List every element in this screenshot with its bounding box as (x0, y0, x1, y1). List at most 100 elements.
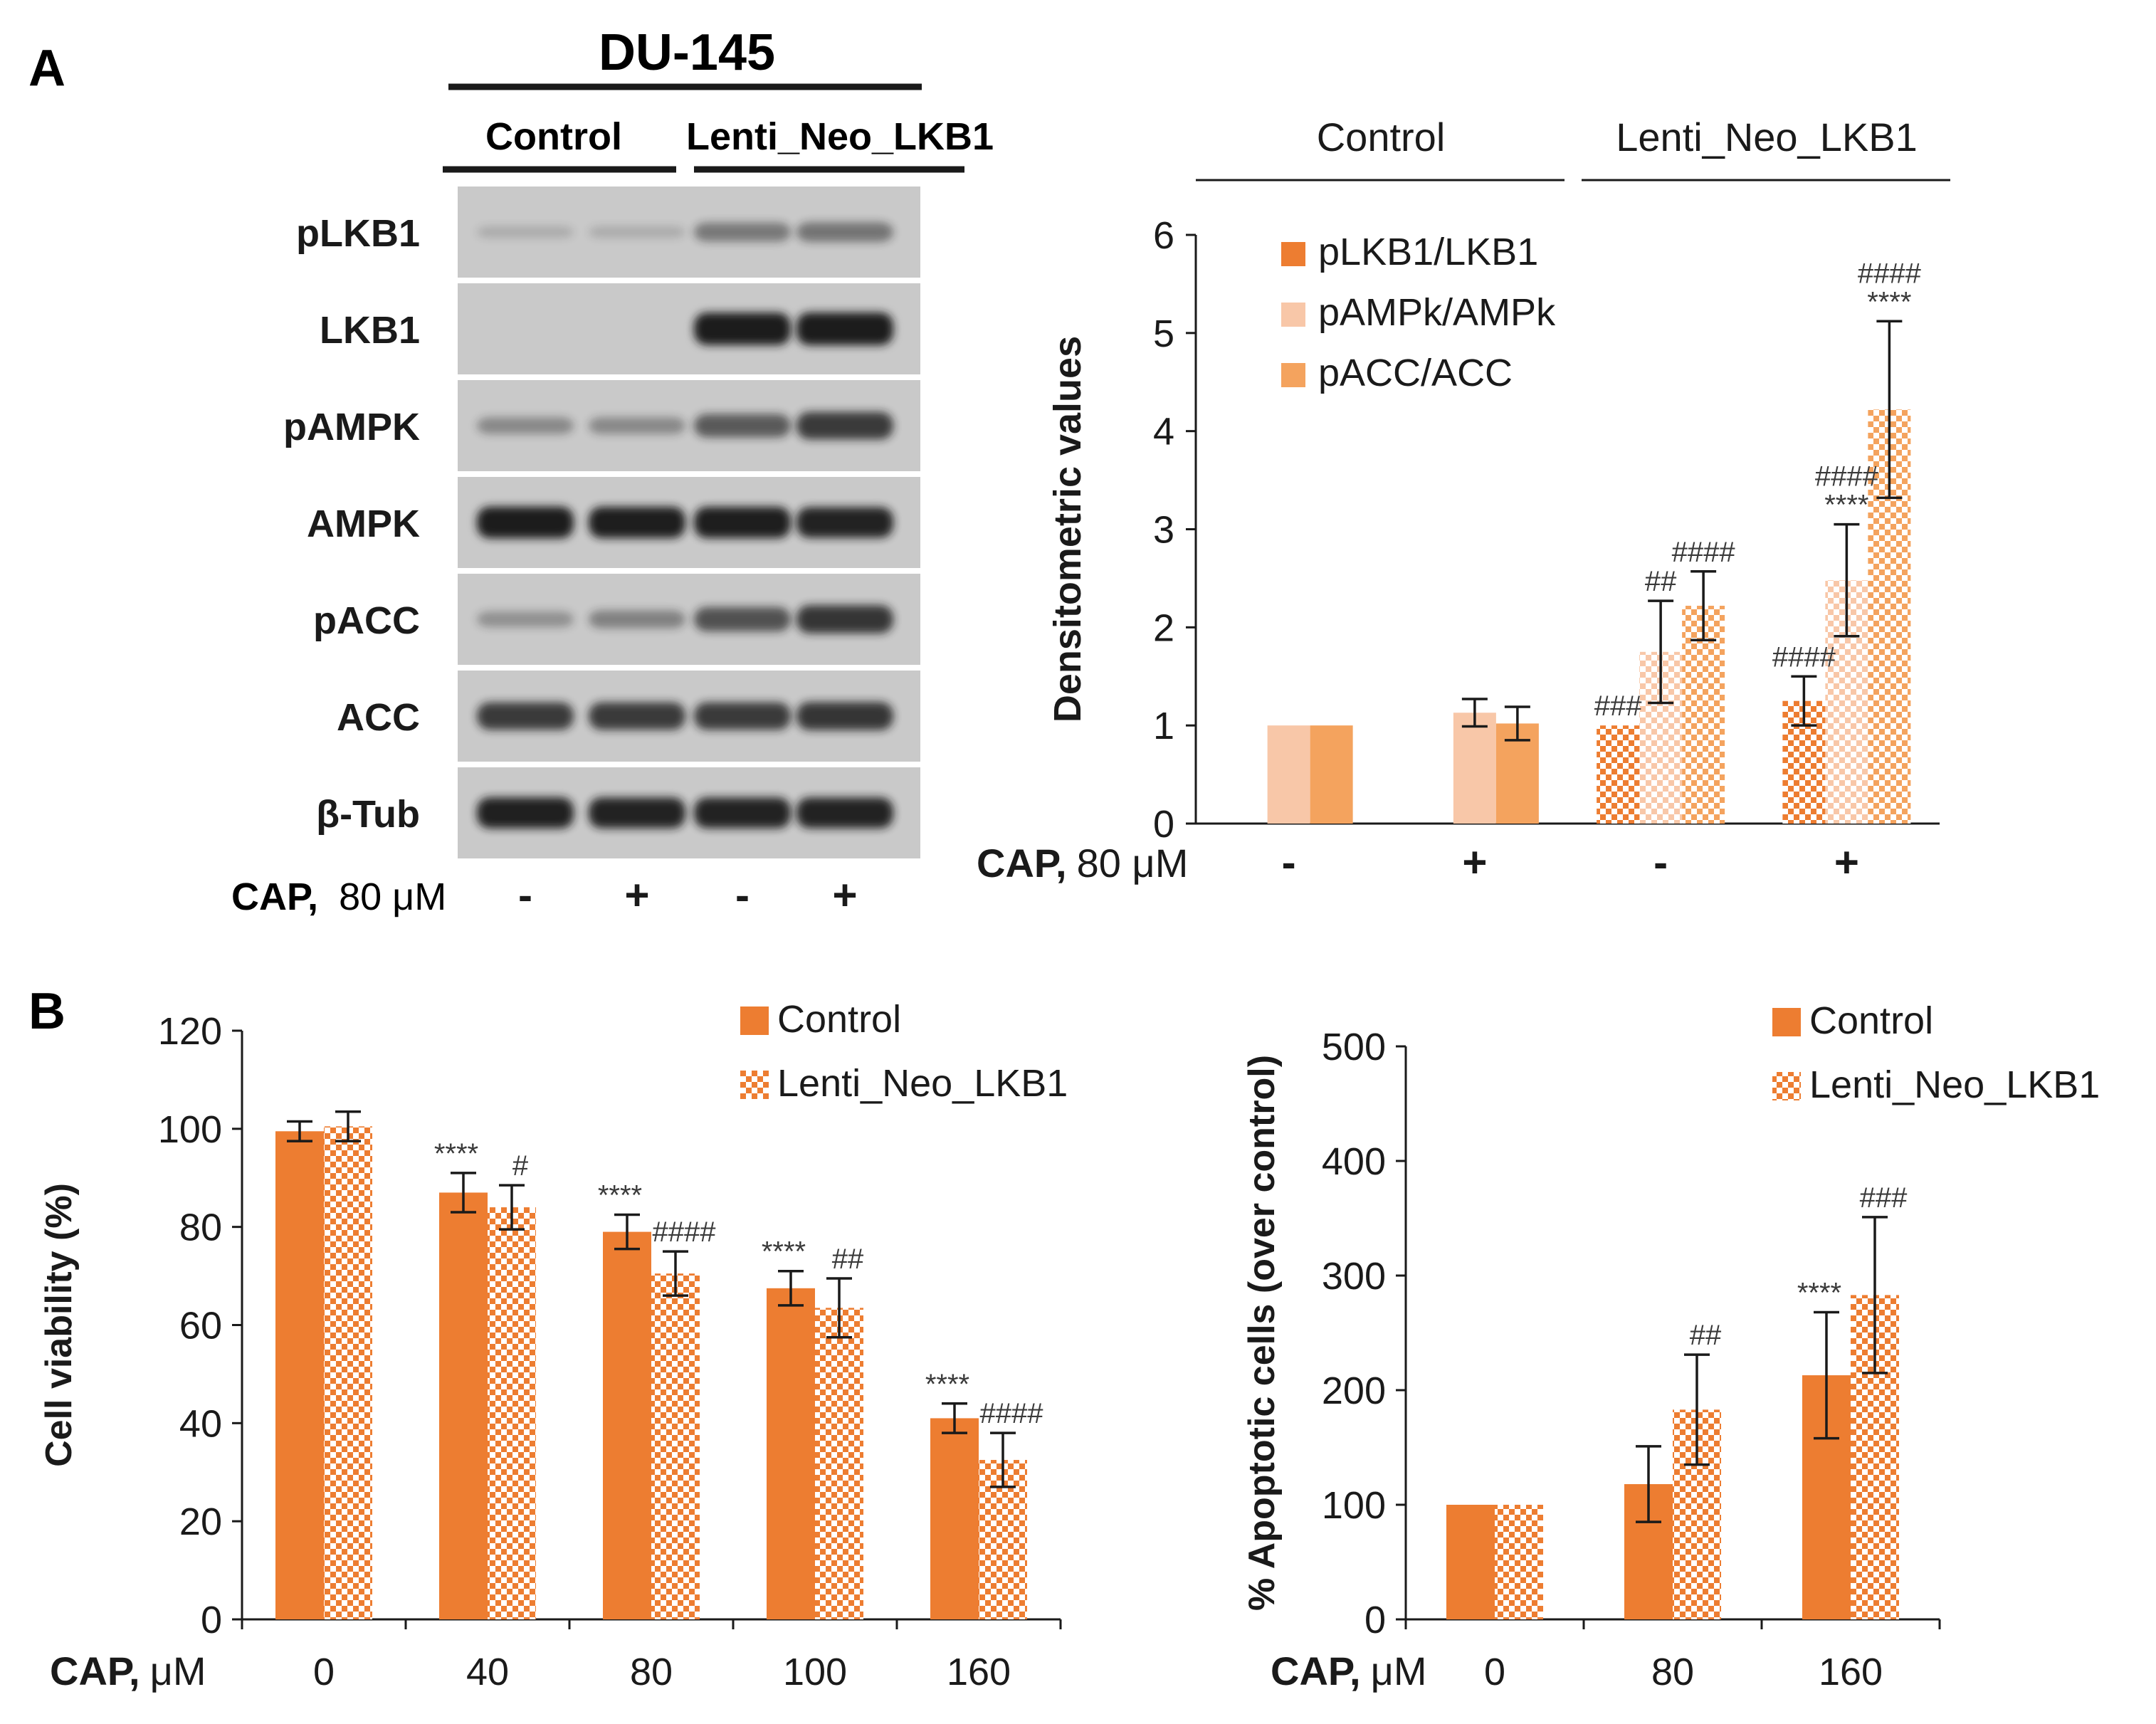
blot-group-lenti: Lenti_Neo_LKB1 (686, 115, 994, 158)
western-blot: pLKB1 LKB1 pAMPK AMPK pACC ACC β-Tub (283, 186, 920, 858)
viability-bar-0-1 (439, 1192, 488, 1619)
blot-lane-sign-1: + (624, 871, 649, 919)
viability-bar-0-4 (930, 1418, 979, 1619)
blot-band-3-0 (477, 506, 574, 539)
dens-annot-5-1: **** (1867, 286, 1911, 317)
viability-bar-0-0 (275, 1131, 324, 1619)
dens-annot-4-0: #### (1815, 461, 1879, 493)
viability-ytick-label-3: 60 (179, 1305, 222, 1347)
viability-cat-3: 100 (783, 1651, 847, 1693)
apoptosis-bar-1-0 (1495, 1505, 1543, 1619)
apoptosis-ylabel: % Apoptotic cells (over control) (1241, 1055, 1283, 1611)
blot-row-label-1: LKB1 (320, 309, 420, 352)
apoptosis-ytick-label-4: 400 (1322, 1140, 1386, 1183)
blot-row-label-2: pAMPK (283, 406, 420, 448)
dens-annot-0-0: ### (1594, 690, 1642, 722)
panel-b-label: B (28, 983, 65, 1040)
blot-band-0-3 (796, 222, 893, 242)
blot-band-6-2 (694, 797, 791, 829)
blot-band-2-0 (477, 417, 574, 434)
apoptosis-legend-swatch-1 (1772, 1072, 1801, 1100)
dens-ytick-label-6: 6 (1153, 214, 1174, 257)
blot-band-2-3 (796, 411, 893, 440)
viability-legend-label-1: Lenti_Neo_LKB1 (777, 1062, 1068, 1105)
viability-ylabel: Cell viability (%) (38, 1183, 80, 1467)
blot-band-5-2 (694, 702, 791, 730)
viability-annot-3: #### (653, 1216, 717, 1248)
apoptosis-ytick-label-3: 300 (1322, 1255, 1386, 1298)
dens-ylabel: Densitometric values (1046, 336, 1089, 722)
panel-a-label: A (28, 40, 65, 97)
blot-band-4-3 (796, 605, 893, 634)
viability-ytick-label-4: 80 (179, 1207, 222, 1249)
blot-row-label-0: pLKB1 (296, 212, 420, 255)
dens-annot-4-1: **** (1824, 490, 1868, 521)
blot-band-5-0 (477, 702, 574, 730)
dens-annot-5-0: #### (1858, 258, 1922, 289)
blot-cap-bold: CAP, (231, 876, 318, 918)
dens-cap-dose: 80 μM (1077, 841, 1189, 885)
dens-annot-1-0: ## (1645, 566, 1677, 597)
blot-band-4-0 (477, 611, 574, 627)
viability-annot-1: # (512, 1150, 529, 1182)
viability-annot-0: **** (434, 1138, 478, 1170)
blot-lane-sign-3: + (832, 871, 857, 919)
apoptosis-legend-label-0: Control (1809, 999, 1933, 1042)
blot-band-5-1 (589, 702, 685, 730)
dens-bar-2-0 (1310, 725, 1353, 824)
viability-legend-swatch-1 (740, 1071, 769, 1099)
dens-bar-1-0 (1267, 725, 1310, 824)
apoptosis-annot-1: **** (1797, 1278, 1841, 1309)
blot-band-2-2 (694, 414, 791, 438)
viability-cat-1: 40 (466, 1651, 509, 1693)
dens-ytick-label-4: 4 (1153, 411, 1174, 453)
dens-bar-1-1 (1453, 713, 1496, 824)
dens-group-lenti: Lenti_Neo_LKB1 (1616, 115, 1917, 159)
blot-band-5-3 (796, 702, 893, 730)
densitometry-chart: Control Lenti_Neo_LKB1 0 1 2 3 4 5 6 Densitometri… (977, 115, 1950, 886)
cell-viability-chart: 0 20 40 60 80 100 120 Cell viability (%) 0 40 80 10… (38, 998, 1068, 1693)
viability-bar-0-3 (767, 1288, 815, 1619)
blot-band-0-0 (477, 226, 574, 238)
blot-band-0-2 (694, 222, 791, 242)
dens-legend-label-0: pLKB1/LKB1 (1318, 231, 1538, 273)
viability-bar-1-0 (324, 1126, 372, 1619)
viability-bar-1-3 (815, 1308, 863, 1619)
viability-cap-bold: CAP, (50, 1649, 140, 1693)
dens-legend-label-1: pAMPk/AMPk (1318, 291, 1556, 334)
viability-cap-dose: μM (150, 1649, 206, 1693)
viability-legend-swatch-0 (740, 1006, 769, 1035)
apoptosis-cap-label: CAP, μM (1271, 1649, 1427, 1693)
blot-band-1-2 (694, 312, 791, 345)
dens-cap-bold: CAP, (977, 841, 1067, 885)
viability-bar-1-1 (488, 1207, 536, 1619)
viability-legend-label-0: Control (777, 998, 901, 1041)
viability-annot-7: #### (980, 1398, 1044, 1429)
blot-lane-sign-2: - (735, 871, 750, 919)
blot-band-6-3 (796, 797, 893, 829)
apoptosis-ytick-label-1: 100 (1322, 1484, 1386, 1527)
dens-cap-label: CAP, 80 μM (977, 841, 1188, 885)
blot-band-3-1 (589, 507, 685, 538)
apoptosis-cap-bold: CAP, (1271, 1649, 1361, 1693)
dens-legend-label-2: pACC/ACC (1318, 352, 1513, 394)
apoptosis-annot-2: ### (1860, 1182, 1908, 1214)
viability-ytick-label-1: 20 (179, 1500, 222, 1543)
dens-ytick-label-1: 1 (1153, 705, 1174, 747)
blot-band-3-3 (796, 507, 893, 538)
dens-legend-swatch-1 (1281, 303, 1305, 327)
dens-legend-swatch-0 (1281, 242, 1305, 266)
dens-ytick-label-2: 2 (1153, 606, 1174, 649)
viability-cap-label: CAP, μM (50, 1649, 206, 1693)
dens-annot-3-0: #### (1772, 641, 1836, 673)
apoptosis-legend-label-1: Lenti_Neo_LKB1 (1809, 1063, 2100, 1106)
dens-cat-1: + (1462, 839, 1487, 886)
blot-band-1-3 (796, 312, 893, 345)
dens-ytick-label-5: 5 (1153, 312, 1174, 355)
dens-cat-2: - (1653, 839, 1668, 886)
viability-bar-0-2 (603, 1231, 651, 1619)
viability-annot-2: **** (598, 1179, 642, 1211)
apoptosis-bar-0-0 (1446, 1505, 1495, 1619)
blot-cap-dose: 80 μM (339, 876, 446, 918)
